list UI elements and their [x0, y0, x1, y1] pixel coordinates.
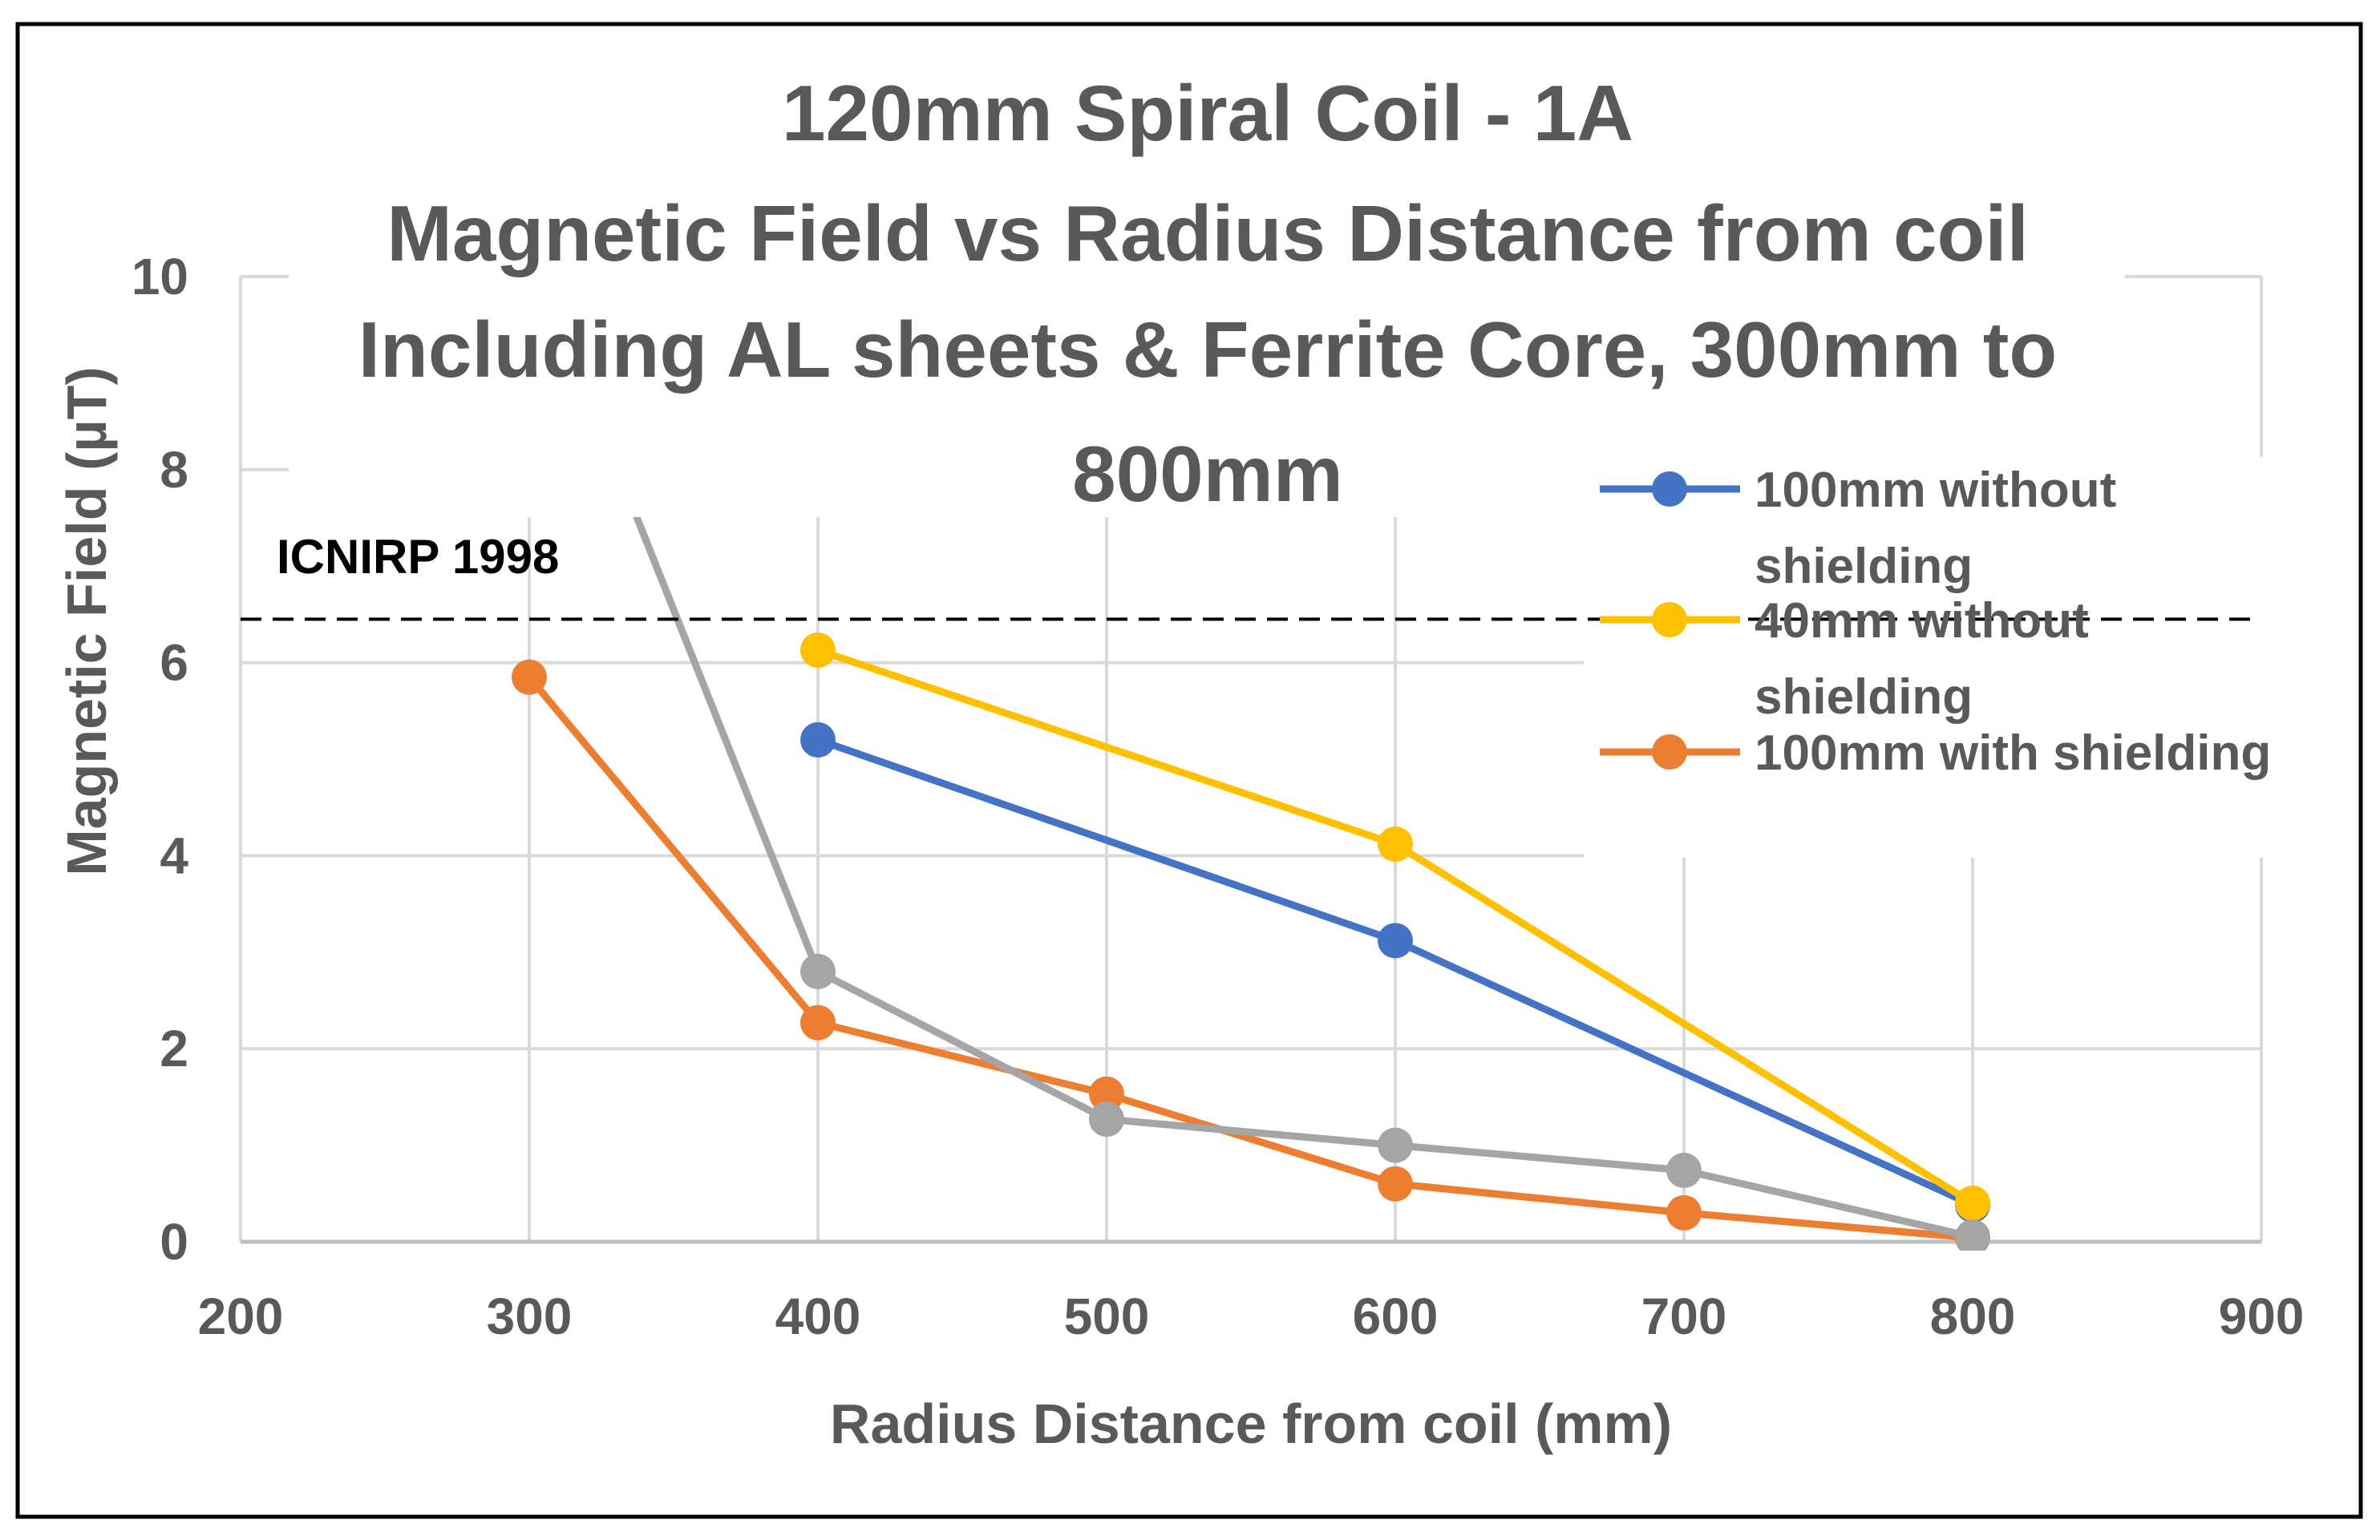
legend-box — [1584, 457, 2329, 858]
data-point — [512, 659, 547, 695]
legend-swatch-marker — [1652, 734, 1687, 770]
legend-label: 40mm without — [1755, 593, 2089, 649]
data-point — [1378, 923, 1413, 959]
data-point — [1378, 1127, 1413, 1163]
y-tick-label: 10 — [132, 248, 188, 305]
data-point — [1955, 1219, 1990, 1251]
data-point — [1666, 1152, 1702, 1188]
y-tick-label: 0 — [160, 1213, 188, 1271]
series-group — [512, 240, 1990, 1251]
chart-title-line: Including AL sheets & Ferrite Core, 300m… — [358, 305, 2057, 394]
legend-label: shielding — [1755, 539, 1973, 594]
data-point — [1089, 1101, 1124, 1138]
legend-swatch-marker — [1652, 602, 1687, 637]
data-point — [800, 953, 836, 989]
x-tick-label: 800 — [1930, 1287, 2016, 1345]
title-bg-top — [241, 72, 2141, 224]
x-tick-label: 300 — [487, 1287, 573, 1345]
x-tick-label: 400 — [775, 1287, 861, 1345]
y-tick-label: 6 — [160, 634, 188, 692]
y-tick-label: 8 — [160, 441, 188, 499]
data-point — [1378, 1166, 1413, 1202]
legend-label: shielding — [1755, 669, 1973, 725]
series-line — [525, 246, 1974, 1241]
axes: 200 300 400 500 600 700 800 900 0 2 4 6 8 10 — [132, 248, 2305, 1345]
data-point — [1089, 1076, 1124, 1112]
y-tick-label: 4 — [160, 827, 188, 884]
chart-title-line: Magnetic Field vs Radius Distance from c… — [387, 189, 2029, 277]
x-tick-label: 600 — [1353, 1287, 1439, 1345]
x-tick-label: 500 — [1064, 1287, 1150, 1345]
x-axis-label: Radius Distance from coil (mm) — [830, 1392, 1672, 1455]
chart-title-line: 120mm Spiral Coil - 1A — [782, 69, 1633, 157]
legend-swatch-marker — [1652, 471, 1687, 507]
x-tick-label: 200 — [198, 1287, 284, 1345]
x-tick-label: 700 — [1641, 1287, 1727, 1345]
y-tick-label: 2 — [160, 1020, 188, 1077]
series-line — [526, 674, 1973, 1242]
reference-line-label: ICNIRP 1998 — [277, 530, 559, 584]
reference-line-group: ICNIRP 1998 — [277, 530, 559, 584]
legend-label: 100mm with shielding — [1755, 726, 2271, 781]
data-point — [1955, 1185, 1990, 1221]
data-point — [1666, 1194, 1702, 1231]
data-point — [1378, 826, 1413, 862]
chart-title: 120mm Spiral Coil - 1A Magnetic Field vs … — [358, 69, 2057, 518]
chart-title-line: 800mm — [1072, 430, 1343, 518]
legend-label: 100mm without — [1755, 463, 2116, 518]
x-tick-label: 900 — [2219, 1287, 2305, 1345]
data-point — [800, 721, 836, 758]
y-axis-label: Magnetic Field (µT) — [55, 366, 118, 875]
data-point — [800, 632, 836, 668]
data-point — [800, 1004, 836, 1041]
